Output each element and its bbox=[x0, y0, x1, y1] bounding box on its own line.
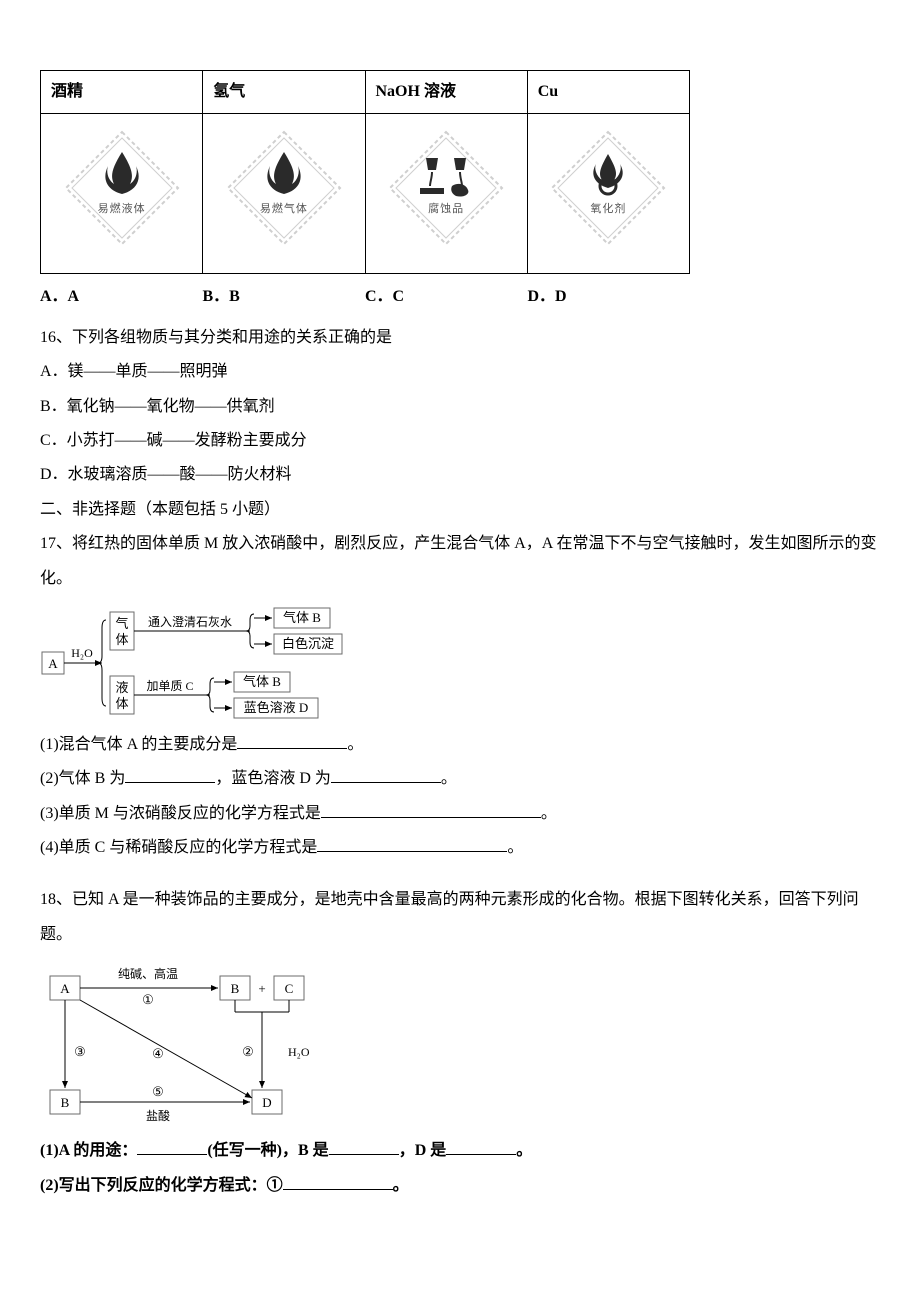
hazard-header-0: 酒精 bbox=[41, 71, 203, 114]
svg-text:纯碱、高温: 纯碱、高温 bbox=[118, 966, 178, 981]
svg-text:A: A bbox=[48, 656, 58, 671]
q18-stem-a: 18、已知 A 是一种装饰品的主要成分，是地壳中含量最高的两种元素形成的化合物。… bbox=[40, 885, 880, 915]
blank bbox=[125, 767, 215, 783]
q17-p1: (1)混合气体 A 的主要成分是 。 bbox=[40, 730, 880, 760]
q16-opt-c: C．小苏打——碱——发酵粉主要成分 bbox=[40, 426, 880, 456]
q18-p2-b: 。 bbox=[393, 1177, 409, 1194]
q17-p3: (3)单质 M 与浓硝酸反应的化学方程式是 。 bbox=[40, 799, 880, 829]
svg-text:体: 体 bbox=[115, 632, 128, 647]
blank bbox=[321, 802, 541, 818]
svg-text:⑤: ⑤ bbox=[152, 1084, 164, 1099]
svg-text:H₂O: H₂O bbox=[288, 1045, 310, 1059]
hazard-label-3: 氧化剂 bbox=[548, 199, 668, 220]
q17-diagram: A H₂O 气 体 液 体 通入澄清石灰水 气体 B 白色沉淀 加单质 C 气体… bbox=[40, 602, 880, 722]
hazard-header-1: 氢气 bbox=[203, 71, 365, 114]
q17-stem-b: 化。 bbox=[40, 564, 880, 594]
option-c: C．C bbox=[365, 282, 528, 312]
flammable-liquid-icon: 易燃液体 bbox=[62, 128, 182, 248]
svg-text:白色沉淀: 白色沉淀 bbox=[282, 636, 334, 651]
q17-p4-a: (4)单质 C 与稀硝酸反应的化学方程式是 bbox=[40, 839, 317, 856]
oxidizer-icon: 氧化剂 bbox=[548, 128, 668, 248]
q18-p1: (1)A 的用途： (任写一种)，B 是 ，D 是 。 bbox=[40, 1136, 880, 1166]
svg-text:+: + bbox=[258, 981, 265, 996]
blank bbox=[283, 1174, 393, 1190]
q17-p2-c: 。 bbox=[441, 770, 457, 787]
q16-opt-b: B．氧化钠——氧化物——供氧剂 bbox=[40, 392, 880, 422]
q18-p2-a: (2)写出下列反应的化学方程式：① bbox=[40, 1177, 283, 1194]
hazard-cell-2: 腐蚀品 bbox=[365, 114, 527, 274]
section-2-heading: 二、非选择题（本题包括 5 小题） bbox=[40, 495, 880, 525]
q16-opt-a: A．镁——单质——照明弹 bbox=[40, 357, 880, 387]
blank bbox=[329, 1139, 399, 1155]
svg-text:通入澄清石灰水: 通入澄清石灰水 bbox=[148, 614, 232, 629]
q17-stem-a: 17、将红热的固体单质 M 放入浓硝酸中，剧烈反应，产生混合气体 A，A 在常温… bbox=[40, 529, 880, 559]
q17-p4-b: 。 bbox=[507, 839, 523, 856]
hazard-label-0: 易燃液体 bbox=[62, 199, 182, 220]
q17-p4: (4)单质 C 与稀硝酸反应的化学方程式是 。 bbox=[40, 833, 880, 863]
svg-text:体: 体 bbox=[115, 696, 128, 711]
option-b: B．B bbox=[203, 282, 366, 312]
blank bbox=[237, 733, 347, 749]
svg-text:盐酸: 盐酸 bbox=[146, 1108, 170, 1123]
svg-text:B: B bbox=[231, 981, 240, 996]
q17-p1-a: (1)混合气体 A 的主要成分是 bbox=[40, 736, 237, 753]
svg-text:气体 B: 气体 B bbox=[283, 610, 321, 625]
blank bbox=[331, 767, 441, 783]
svg-text:A: A bbox=[60, 981, 70, 996]
svg-text:气体 B: 气体 B bbox=[243, 674, 281, 689]
q18-diagram: A B + C B D 纯碱、高温 ① ② H₂O ③ ④ ⑤ 盐酸 bbox=[40, 958, 880, 1128]
q16-opt-d: D．水玻璃溶质——酸——防火材料 bbox=[40, 460, 880, 490]
option-a: A．A bbox=[40, 282, 203, 312]
svg-text:②: ② bbox=[242, 1044, 254, 1059]
q18-p1-b: (任写一种)，B 是 bbox=[207, 1142, 328, 1159]
hazard-header-2: NaOH 溶液 bbox=[365, 71, 527, 114]
flammable-gas-icon: 易燃气体 bbox=[224, 128, 344, 248]
svg-text:加单质 C: 加单质 C bbox=[146, 679, 193, 693]
options-row: A．A B．B C．C D．D bbox=[40, 282, 690, 312]
q17-p2-b: ，蓝色溶液 D 为 bbox=[215, 770, 331, 787]
hazard-label-1: 易燃气体 bbox=[224, 199, 344, 220]
svg-text:液: 液 bbox=[115, 680, 128, 695]
svg-text:D: D bbox=[262, 1095, 271, 1110]
q18-p1-a: (1)A 的用途： bbox=[40, 1142, 137, 1159]
q18-p1-d: 。 bbox=[516, 1142, 532, 1159]
svg-text:④: ④ bbox=[152, 1046, 164, 1061]
q18-p2: (2)写出下列反应的化学方程式：① 。 bbox=[40, 1171, 880, 1201]
option-d: D．D bbox=[528, 282, 691, 312]
q18-p1-c: ，D 是 bbox=[399, 1142, 447, 1159]
blank bbox=[137, 1139, 207, 1155]
q17-p3-b: 。 bbox=[541, 805, 557, 822]
q17-p2-a: (2)气体 B 为 bbox=[40, 770, 125, 787]
q17-p3-a: (3)单质 M 与浓硝酸反应的化学方程式是 bbox=[40, 805, 321, 822]
q17-p2: (2)气体 B 为 ，蓝色溶液 D 为 。 bbox=[40, 764, 880, 794]
svg-text:C: C bbox=[285, 981, 294, 996]
hazard-label-2: 腐蚀品 bbox=[386, 199, 506, 220]
q16-stem: 16、下列各组物质与其分类和用途的关系正确的是 bbox=[40, 323, 880, 353]
svg-text:H₂O: H₂O bbox=[71, 646, 93, 660]
hazard-cell-0: 易燃液体 bbox=[41, 114, 203, 274]
svg-text:气: 气 bbox=[115, 616, 128, 631]
blank bbox=[446, 1139, 516, 1155]
hazard-cell-3: 氧化剂 bbox=[527, 114, 689, 274]
svg-text:B: B bbox=[61, 1095, 70, 1110]
svg-text:③: ③ bbox=[74, 1044, 86, 1059]
hazard-cell-1: 易燃气体 bbox=[203, 114, 365, 274]
q17-p1-b: 。 bbox=[347, 736, 363, 753]
blank bbox=[317, 836, 507, 852]
svg-text:①: ① bbox=[142, 992, 154, 1007]
hazard-table: 酒精 氢气 NaOH 溶液 Cu 易燃液体 易燃气体 bbox=[40, 70, 690, 274]
q18-stem-b: 题。 bbox=[40, 920, 880, 950]
corrosive-icon: 腐蚀品 bbox=[386, 128, 506, 248]
hazard-header-3: Cu bbox=[527, 71, 689, 114]
svg-text:蓝色溶液 D: 蓝色溶液 D bbox=[244, 700, 309, 715]
